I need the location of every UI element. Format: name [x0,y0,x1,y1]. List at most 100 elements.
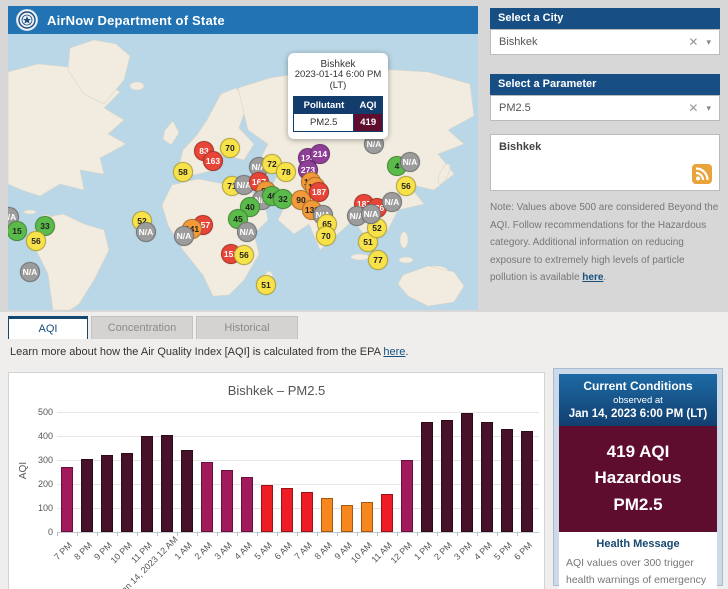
popup-col-aqi: AQI [354,96,383,114]
bar-5-am[interactable] [261,485,273,532]
bar-10-am[interactable] [361,502,373,532]
parameter-select[interactable]: PM2.5 ✕ ▾ [490,95,720,121]
aqi-map-marker[interactable]: 32 [273,189,293,209]
x-tick-mark [357,532,358,536]
bar-11-am[interactable] [381,494,393,532]
bar-9-pm[interactable] [101,455,113,532]
current-conditions-header: Current Conditions observed at Jan 14, 2… [559,374,717,426]
aqi-map-marker[interactable]: N/A [400,152,420,172]
learn-more-text: Learn more about how the Air Quality Ind… [10,346,383,358]
x-tick-mark [497,532,498,536]
aqi-map-marker[interactable]: 70 [316,226,336,246]
y-tick-label: 400 [13,431,53,441]
aqi-map-marker[interactable]: 78 [276,162,296,182]
aqi-map-marker[interactable]: 77 [368,250,388,270]
gridline-0 [57,532,539,533]
world-aqi-map[interactable]: N/A153356N/A52N/A588316370N/A727871N/A16… [8,34,478,310]
parameter-chevron-down-icon[interactable]: ▾ [706,103,711,114]
bar-6-pm[interactable] [521,431,533,532]
x-tick-mark [297,532,298,536]
chart-plot-area: AQI 01002003004005007 PM8 PM9 PM10 PM11 … [9,373,546,589]
bar-8-pm[interactable] [81,459,93,532]
health-message-title: Health Message [566,538,710,550]
aqi-map-marker[interactable]: N/A [136,222,156,242]
bar-11-pm[interactable] [141,436,153,532]
app-header: AirNow Department of State [8,6,478,34]
x-tick-mark [257,532,258,536]
popup-table: Pollutant AQI PM2.5 419 [293,96,383,132]
parameter-clear-icon[interactable]: ✕ [688,101,698,115]
city-select[interactable]: Bishkek ✕ ▾ [490,29,720,55]
bar-3-am[interactable] [221,470,233,532]
bar-jan-14-2023-12-am[interactable] [161,435,173,532]
popup-col-pollutant: Pollutant [294,96,354,114]
aqi-map-marker[interactable]: N/A [20,262,40,282]
aqi-map-marker[interactable]: 56 [26,231,46,251]
aqi-map-marker[interactable]: 214 [310,144,330,164]
x-tick-mark [397,532,398,536]
select-parameter-header: Select a Parameter [490,74,720,95]
city-chevron-down-icon[interactable]: ▾ [706,37,711,48]
bar-2-am[interactable] [201,462,213,532]
city-clear-icon[interactable]: ✕ [688,35,698,49]
bar-6-am[interactable] [281,488,293,532]
tab-historical[interactable]: Historical [196,316,298,339]
aqi-bar-chart-panel: Bishkek – PM2.5 AQI 01002003004005007 PM… [8,372,545,589]
beyond-aqi-note: Note: Values above 500 are considered Be… [490,199,720,287]
tab-concentration[interactable]: Concentration [91,316,193,339]
aqi-map-marker[interactable]: N/A [361,204,381,224]
bar-3-pm[interactable] [461,413,473,532]
aqi-map-marker[interactable]: N/A [382,192,402,212]
bar-4-am[interactable] [241,477,253,532]
current-conditions-title: Current Conditions [561,379,715,393]
dos-seal-icon [16,9,38,31]
aqi-map-marker[interactable]: 187 [309,182,329,202]
y-tick-label: 300 [13,455,53,465]
aqi-map-marker[interactable]: 163 [203,151,223,171]
aqi-map-marker[interactable]: N/A [237,222,257,242]
bar-12-pm[interactable] [401,460,413,532]
x-tick-mark [317,532,318,536]
x-tick-mark [137,532,138,536]
popup-datetime: 2023-01-14 6:00 PM (LT) [293,70,383,92]
bar-7-am[interactable] [301,492,313,532]
y-tick-label: 500 [13,407,53,417]
aqi-map-marker[interactable]: 15 [8,221,27,241]
bar-10-pm[interactable] [121,453,133,532]
bar-8-am[interactable] [321,498,333,532]
rss-feed-icon[interactable] [692,164,712,184]
health-message-box: Health Message AQI values over 300 trigg… [559,532,717,589]
observed-at-label: observed at [561,395,715,406]
x-tick-mark [277,532,278,536]
x-tick-mark [417,532,418,536]
bar-7-pm[interactable] [61,467,73,532]
city-select-value: Bishkek [499,36,688,48]
aqi-map-marker[interactable]: 70 [220,138,240,158]
learn-more-line: Learn more about how the Air Quality Ind… [10,346,408,358]
bar-4-pm[interactable] [481,422,493,532]
sidebar: Select a City Bishkek ✕ ▾ Select a Param… [490,8,720,287]
aqi-map-marker[interactable]: 51 [256,275,276,295]
aqi-map-marker[interactable]: 56 [234,245,254,265]
bar-5-pm[interactable] [501,429,513,532]
bar-1-am[interactable] [181,450,193,532]
bar-1-pm[interactable] [421,422,433,532]
rss-city-label: Bishkek [499,141,711,153]
bar-2-pm[interactable] [441,420,453,532]
current-conditions-panel: Current Conditions observed at Jan 14, 2… [553,368,723,586]
health-message-text: AQI values over 300 trigger health warni… [566,555,710,589]
learn-more-here-link[interactable]: here [383,346,405,358]
x-tick-mark [57,532,58,536]
aqi-map-marker[interactable]: N/A [174,226,194,246]
aqi-map-marker[interactable]: 56 [396,176,416,196]
learn-more-suffix: . [405,346,408,358]
aqi-category-line: Hazardous [563,465,713,491]
tab-aqi[interactable]: AQI [8,316,88,339]
aqi-map-marker[interactable]: 58 [173,162,193,182]
x-tick-mark [477,532,478,536]
x-tick-mark [177,532,178,536]
y-tick-label: 200 [13,479,53,489]
bar-9-am[interactable] [341,505,353,532]
parameter-select-value: PM2.5 [499,102,688,114]
note-here-link[interactable]: here [582,272,603,283]
